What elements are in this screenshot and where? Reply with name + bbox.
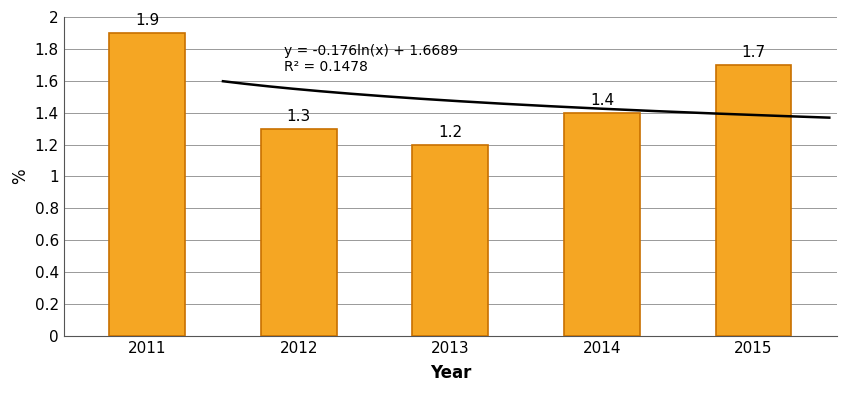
Bar [412,145,488,336]
Bar [564,113,640,336]
Text: 1.2: 1.2 [438,125,462,140]
X-axis label: Year: Year [430,364,471,382]
Y-axis label: %: % [11,169,29,184]
Bar [716,65,791,336]
Text: 1.4: 1.4 [590,93,614,108]
Text: y = -0.176ln(x) + 1.6689
R² = 0.1478: y = -0.176ln(x) + 1.6689 R² = 0.1478 [283,44,458,74]
Bar [261,129,337,336]
Bar [109,33,185,336]
Text: 1.3: 1.3 [287,109,311,124]
Text: 1.9: 1.9 [135,13,159,28]
Text: 1.7: 1.7 [741,45,766,60]
